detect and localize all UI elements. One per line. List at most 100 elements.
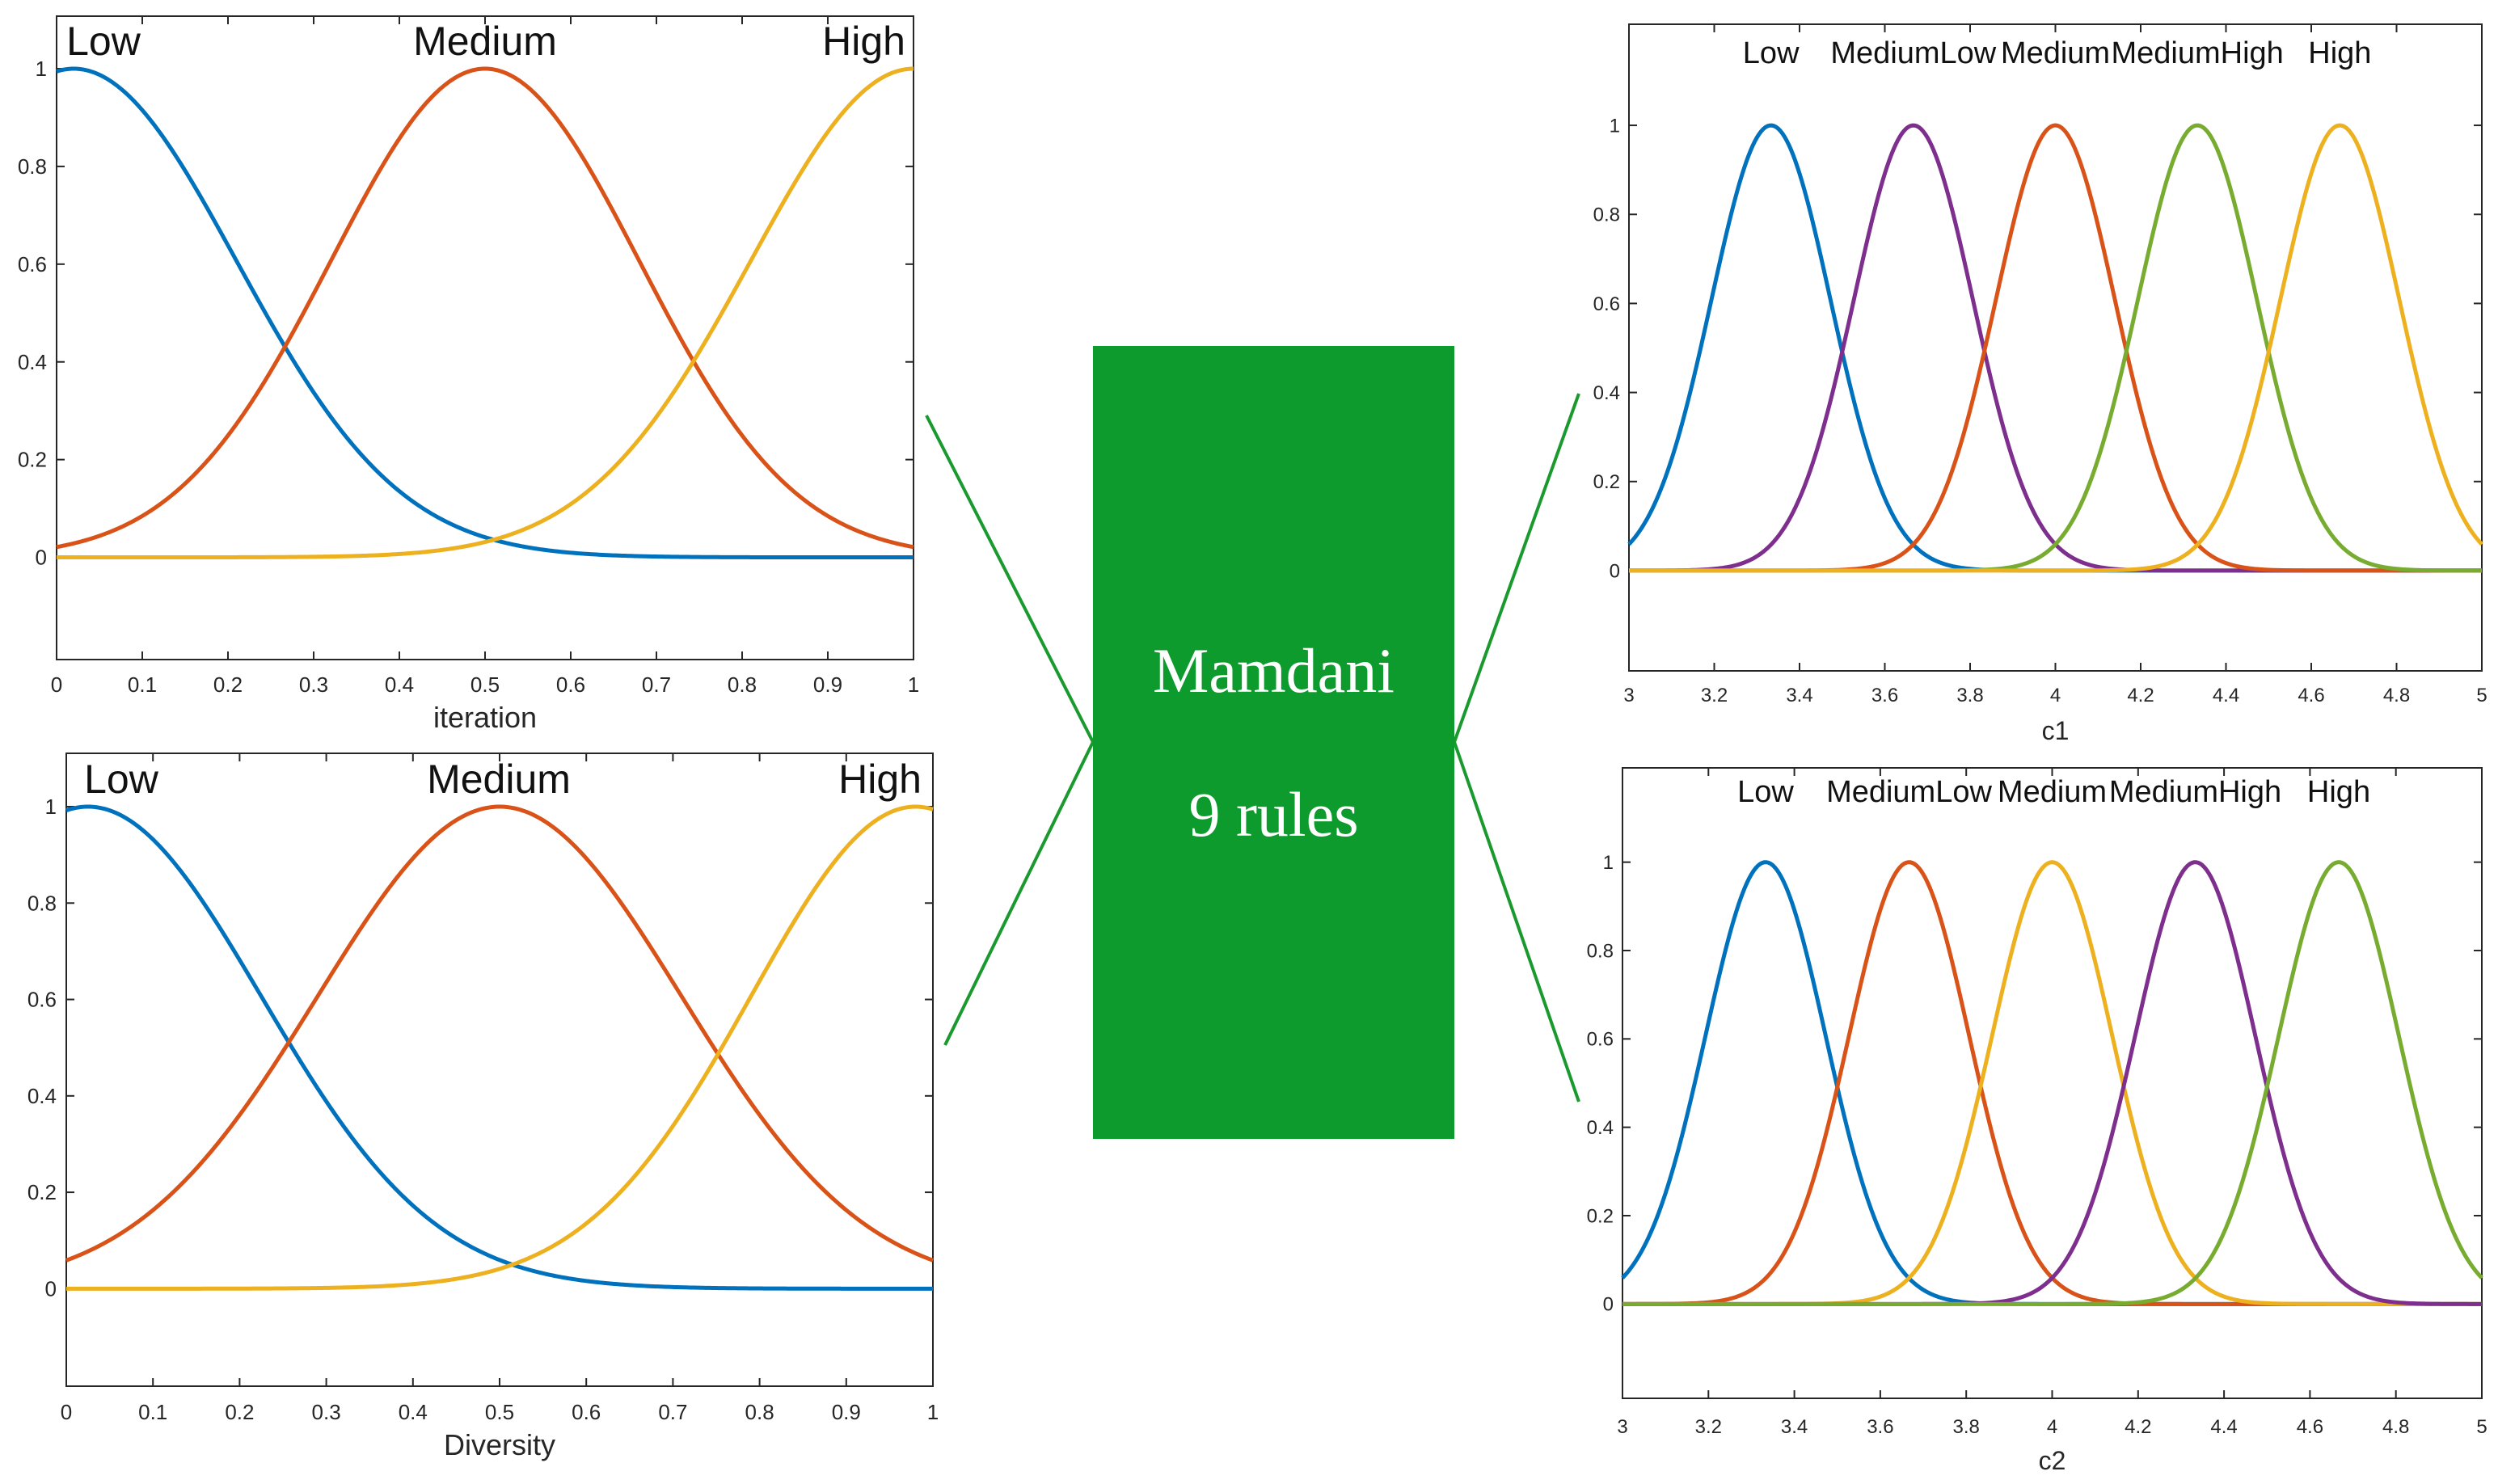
x-tick-label: 4.6 xyxy=(2297,1416,2323,1438)
y-tick-label: 0.4 xyxy=(18,350,47,374)
series-label-medium: Medium xyxy=(413,19,557,64)
x-tick-label: 0.7 xyxy=(658,1400,687,1424)
series-curve-mediumlow xyxy=(1622,860,2482,1306)
y-tick-label: 1 xyxy=(1603,852,1614,874)
x-tick-label: 0 xyxy=(61,1400,72,1424)
series-label-high: High xyxy=(2307,775,2370,809)
x-tick-label: 0.1 xyxy=(138,1400,167,1424)
x-tick-label: 1 xyxy=(908,672,919,697)
mamdani-inference-box: Mamdani 9 rules xyxy=(1093,346,1454,1139)
series-curve-high xyxy=(1622,860,2483,1306)
x-axis-label: c1 xyxy=(2042,716,2070,745)
y-tick-label: 0.8 xyxy=(1587,940,1614,962)
c1-membership-chart: 3 3.2 3.4 3.6 3.8 4 4.2 4.4 4.6 4.8 5 0 0.2 0.4 0.6 0.8… xyxy=(1593,23,2487,745)
y-tick-label: 0.2 xyxy=(1593,471,1620,493)
x-tick-label: 0.9 xyxy=(813,672,842,697)
series-label-low: Low xyxy=(84,757,159,802)
series-label-medium: Medium xyxy=(2001,36,2110,70)
y-tick-label: 0.2 xyxy=(27,1180,57,1204)
series-curve-mediumhigh xyxy=(1622,860,2482,1306)
series-curve-low xyxy=(65,804,933,1291)
x-tick-label: 0.2 xyxy=(225,1400,254,1424)
x-tick-label: 3.6 xyxy=(1871,685,1898,706)
x-tick-label: 4.8 xyxy=(2383,685,2410,706)
y-tick-label: 0.6 xyxy=(18,252,47,276)
x-tick-label: 0.7 xyxy=(642,672,671,697)
x-tick-label: 4.8 xyxy=(2382,1416,2409,1438)
series-label-medium: Medium xyxy=(1998,775,2107,809)
series-label-mediumhigh: MediumHigh xyxy=(2112,36,2284,70)
x-tick-label: 4.2 xyxy=(2125,1416,2151,1438)
series-curve-mediumlow xyxy=(1629,123,2482,573)
y-tick-label: 0.6 xyxy=(1587,1029,1614,1051)
series-label-low: Low xyxy=(1737,775,1794,809)
x-tick-label: 0.6 xyxy=(556,672,585,697)
series-curve-medium xyxy=(56,66,914,550)
y-tick-label: 0.2 xyxy=(18,448,47,472)
y-tick-label: 0 xyxy=(36,546,47,570)
x-tick-label: 3.4 xyxy=(1781,1416,1808,1438)
y-tick-label: 0.4 xyxy=(1593,382,1620,404)
connector-box-to-c2 xyxy=(1453,741,1580,1102)
x-tick-label: 1 xyxy=(927,1400,939,1424)
series-curve-low xyxy=(1621,860,2482,1306)
x-tick-label: 4 xyxy=(2047,1416,2057,1438)
series-curve-medium xyxy=(1629,123,2482,573)
x-tick-label: 0.4 xyxy=(385,672,414,697)
y-tick-label: 0.8 xyxy=(1593,204,1620,226)
iteration-membership-chart: 0 0.1 0.2 0.3 0.4 0.5 0.6 0.7 0.8 0.9 1 0 0.2 0.4 0.6 0… xyxy=(18,15,919,734)
plot-frame xyxy=(65,753,934,1387)
plot-frame xyxy=(1628,23,2483,672)
x-tick-label: 5 xyxy=(2476,685,2487,706)
y-tick-label: 0.6 xyxy=(27,988,57,1012)
x-axis-label: iteration xyxy=(433,701,537,734)
x-tick-label: 3.2 xyxy=(1695,1416,1722,1438)
series-label-medium: Medium xyxy=(427,757,571,802)
x-tick-label: 4.6 xyxy=(2298,685,2324,706)
box-title: Mamdani xyxy=(1153,634,1395,706)
connector-diversity-to-box xyxy=(943,741,1095,1046)
x-axis-label: c2 xyxy=(2039,1446,2066,1475)
y-tick-label: 0.6 xyxy=(1593,293,1620,315)
x-tick-label: 0.6 xyxy=(572,1400,601,1424)
y-tick-label: 0.4 xyxy=(1587,1117,1614,1139)
x-tick-label: 0.3 xyxy=(312,1400,341,1424)
x-tick-label: 4.2 xyxy=(2127,685,2154,706)
x-tick-label: 0 xyxy=(51,672,62,697)
x-tick-label: 3.2 xyxy=(1701,685,1728,706)
x-tick-label: 3.8 xyxy=(1953,1416,1980,1438)
x-tick-label: 0.1 xyxy=(128,672,157,697)
x-tick-label: 0.4 xyxy=(399,1400,428,1424)
y-tick-label: 0 xyxy=(1603,1294,1614,1316)
x-tick-label: 3.4 xyxy=(1786,685,1812,706)
connector-lines xyxy=(925,393,1580,1102)
series-curve-medium xyxy=(1622,860,2482,1306)
series-label-mediumhigh: MediumHigh xyxy=(2109,775,2281,809)
series-label-high: High xyxy=(2308,36,2371,70)
y-tick-label: 1 xyxy=(36,57,47,81)
y-tick-label: 0 xyxy=(45,1276,57,1301)
x-tick-label: 0.3 xyxy=(299,672,328,697)
x-axis-label: Diversity xyxy=(444,1428,555,1461)
series-curve-mediumhigh xyxy=(1629,123,2482,573)
c2-membership-chart: 3 3.2 3.4 3.6 3.8 4 4.2 4.4 4.6 4.8 5 0 0.2 0.4 0.6 0.8… xyxy=(1587,767,2487,1475)
x-tick-label: 3.6 xyxy=(1867,1416,1893,1438)
y-tick-label: 0.8 xyxy=(18,154,47,179)
series-label-low: Low xyxy=(1743,36,1800,70)
x-tick-label: 3 xyxy=(1617,1416,1627,1438)
plot-frame xyxy=(56,15,914,660)
diversity-membership-chart: 0 0.1 0.2 0.3 0.4 0.5 0.6 0.7 0.8 0.9 1 0 0.2 0.4 0.6 0… xyxy=(27,753,939,1461)
connector-box-to-c1 xyxy=(1453,393,1580,743)
x-tick-label: 0.5 xyxy=(485,1400,514,1424)
connector-iteration-to-box xyxy=(925,415,1095,743)
series-label-high: High xyxy=(838,757,922,802)
y-tick-label: 0.2 xyxy=(1587,1205,1614,1227)
series-label-mediumlow: MediumLow xyxy=(1830,36,1996,70)
y-tick-label: 0.8 xyxy=(27,891,57,915)
series-curve-high xyxy=(57,66,914,560)
series-label-low: Low xyxy=(66,19,141,64)
y-tick-label: 1 xyxy=(1610,115,1620,137)
series-label-mediumlow: MediumLow xyxy=(1826,775,1992,809)
series-curve-high xyxy=(66,804,934,1291)
